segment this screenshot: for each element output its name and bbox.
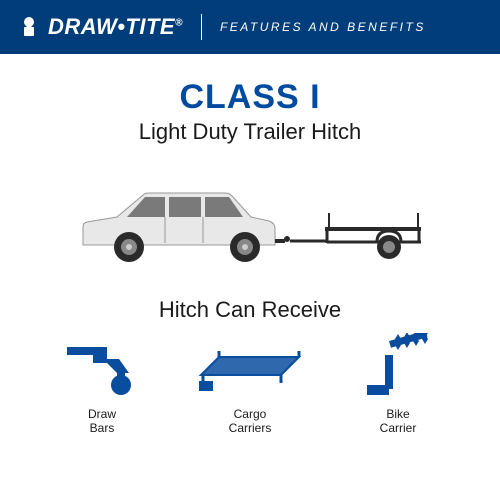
cargo-carrier-icon xyxy=(195,337,305,401)
accessory-bike-carrier: BikeCarrier xyxy=(348,337,448,436)
brand-logo: DRAW•TITE® xyxy=(16,14,183,40)
accessory-draw-bars: DrawBars xyxy=(52,337,152,436)
accessory-label: CargoCarriers xyxy=(229,407,272,436)
hitch-ball-icon xyxy=(16,14,42,40)
bike-carrier-icon xyxy=(363,337,433,401)
class-title: CLASS I xyxy=(20,78,480,117)
header-tagline: FEATURES AND BENEFITS xyxy=(220,20,426,34)
accessory-cargo-carriers: CargoCarriers xyxy=(200,337,300,436)
subtitle: Light Duty Trailer Hitch xyxy=(20,119,480,145)
header-bar: DRAW•TITE® FEATURES AND BENEFITS xyxy=(0,0,500,54)
header-divider xyxy=(201,14,202,40)
trailer-icon xyxy=(290,213,421,259)
vehicle-illustration xyxy=(20,183,480,273)
suv-icon xyxy=(83,193,290,262)
accessory-label: BikeCarrier xyxy=(380,407,417,436)
accessories-row: DrawBars CargoCarriers xyxy=(20,337,480,436)
brand-name: DRAW•TITE® xyxy=(48,14,183,40)
main-content: CLASS I Light Duty Trailer Hitch xyxy=(0,54,500,448)
accessory-label: DrawBars xyxy=(88,407,116,436)
section-heading: Hitch Can Receive xyxy=(20,297,480,323)
draw-bar-icon xyxy=(63,337,141,401)
